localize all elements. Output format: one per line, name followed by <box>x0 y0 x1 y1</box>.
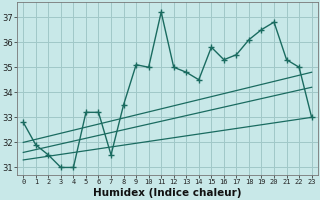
X-axis label: Humidex (Indice chaleur): Humidex (Indice chaleur) <box>93 188 242 198</box>
